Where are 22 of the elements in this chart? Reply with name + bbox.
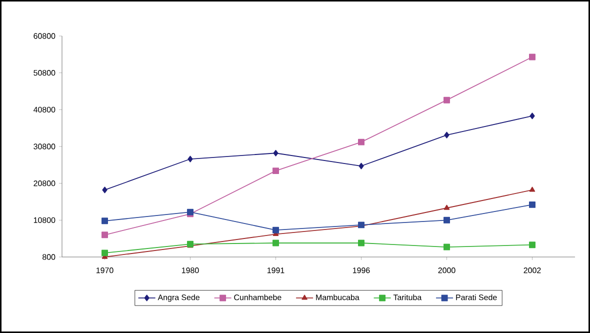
point bbox=[272, 168, 279, 174]
point bbox=[530, 112, 535, 120]
point bbox=[529, 54, 536, 60]
point bbox=[273, 150, 278, 156]
point bbox=[272, 240, 279, 246]
point bbox=[188, 156, 193, 162]
point bbox=[444, 132, 450, 138]
point bbox=[272, 226, 279, 234]
point bbox=[102, 218, 108, 224]
point bbox=[444, 204, 450, 210]
point bbox=[444, 216, 450, 224]
point bbox=[102, 232, 108, 238]
point bbox=[102, 186, 108, 194]
point bbox=[102, 250, 108, 256]
point bbox=[529, 201, 536, 208]
point bbox=[358, 162, 364, 170]
point bbox=[444, 244, 450, 250]
point bbox=[529, 242, 536, 248]
point bbox=[358, 240, 364, 246]
point bbox=[444, 96, 450, 104]
point bbox=[529, 186, 536, 192]
point bbox=[358, 138, 364, 146]
